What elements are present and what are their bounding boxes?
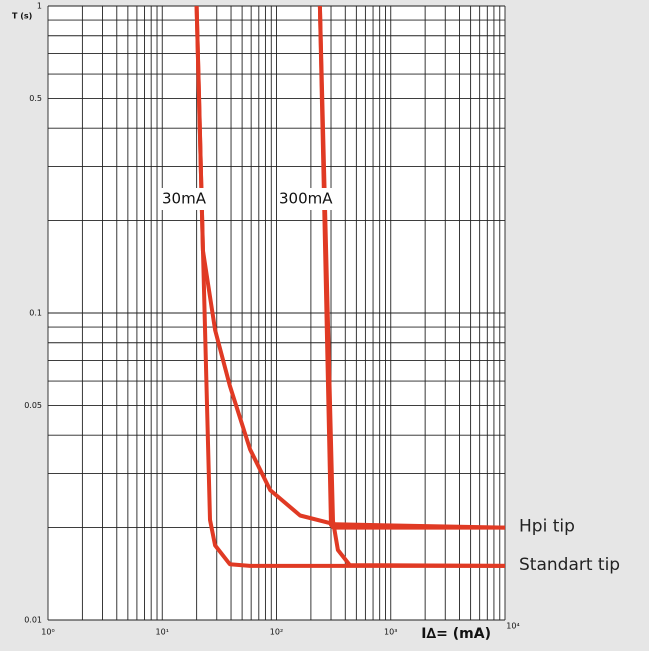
- x-axis-label: I∆= (mA): [421, 626, 491, 642]
- legend-label: Standart tip: [519, 555, 620, 575]
- y-tick-label: 0.01: [24, 616, 42, 625]
- annotation-text: 30mA: [162, 190, 207, 208]
- curve: [317, 5, 506, 568]
- y-axis-label: T (s): [12, 12, 32, 21]
- legend-label: Hpi tip: [519, 517, 575, 537]
- x-tick-label: 10³: [384, 628, 397, 637]
- annotation: 300mA: [277, 188, 335, 210]
- annotation-text: 300mA: [279, 190, 333, 208]
- y-tick-label: 1: [37, 2, 42, 11]
- annotation-box: [160, 188, 208, 210]
- x-tick-label: 10¹: [156, 628, 169, 637]
- annotation-box: [277, 188, 335, 210]
- annotation: 30mA: [160, 188, 208, 210]
- x-tick-label: 10⁰: [41, 628, 54, 637]
- y-tick-label: 0.1: [29, 309, 42, 318]
- x-tick-label: 10⁴: [506, 622, 519, 631]
- y-tick-label: 0.05: [24, 401, 42, 410]
- y-tick-label: 0.5: [29, 94, 42, 103]
- curve: [194, 5, 505, 568]
- x-tick-label: 10²: [270, 628, 283, 637]
